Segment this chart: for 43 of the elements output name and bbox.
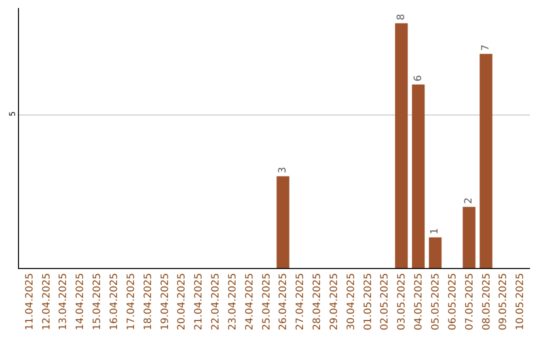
data-label: 7 [480, 44, 492, 51]
x-tick-label: 08.05.2025 [481, 273, 492, 330]
bar [412, 84, 425, 268]
x-tick-label: 06.05.2025 [447, 273, 458, 330]
x-tick-label: 19.04.2025 [160, 273, 171, 330]
x-tick-label: 03.05.2025 [396, 273, 408, 330]
x-tick-label: 29.04.2025 [328, 273, 340, 330]
x-tick-label: 18.04.2025 [142, 273, 154, 330]
y-tick-label: 5 [8, 111, 17, 116]
x-tick-label: 26.04.2025 [278, 273, 290, 330]
x-tick-label: 21.04.2025 [194, 273, 205, 330]
x-tick-label: 27.04.2025 [295, 273, 306, 330]
x-tick-label: 01.05.2025 [362, 273, 374, 330]
data-label: 8 [396, 14, 407, 20]
x-tick-label: 10.05.2025 [515, 273, 526, 330]
x-tick-label: 04.05.2025 [414, 273, 425, 330]
x-tick-label: 11.04.2025 [24, 273, 36, 330]
x-tick-label: 16.04.2025 [109, 273, 120, 330]
x-tick-label: 13.04.2025 [58, 273, 70, 330]
data-label: 1 [430, 228, 441, 234]
x-tick-label: 14.04.2025 [75, 273, 86, 330]
x-tick-label: 09.05.2025 [498, 273, 510, 330]
data-label: 6 [412, 75, 424, 82]
data-label: 3 [277, 166, 288, 174]
x-tick-label: 12.04.2025 [41, 273, 52, 330]
bar [462, 206, 476, 268]
x-tick-label: 22.04.2025 [210, 273, 222, 330]
x-tick-label: 24.04.2025 [244, 273, 256, 330]
data-label: 2 [464, 197, 475, 204]
x-tick-label: 28.04.2025 [312, 273, 324, 330]
x-tick-label: 30.04.2025 [346, 273, 357, 330]
x-tick-label: 02.05.2025 [380, 273, 391, 330]
x-tick-label: 20.04.2025 [176, 273, 188, 330]
x-tick-label: 05.05.2025 [430, 273, 442, 330]
x-tick-label: 15.04.2025 [92, 273, 104, 330]
x-tick-label: 25.04.2025 [261, 273, 272, 330]
bar [428, 237, 442, 268]
bar [395, 23, 408, 268]
bar [276, 176, 290, 268]
x-tick-label: 17.04.2025 [126, 273, 137, 330]
x-tick-label: 23.04.2025 [227, 273, 238, 330]
bar [480, 54, 492, 268]
x-tick-label: 07.05.2025 [464, 273, 476, 330]
